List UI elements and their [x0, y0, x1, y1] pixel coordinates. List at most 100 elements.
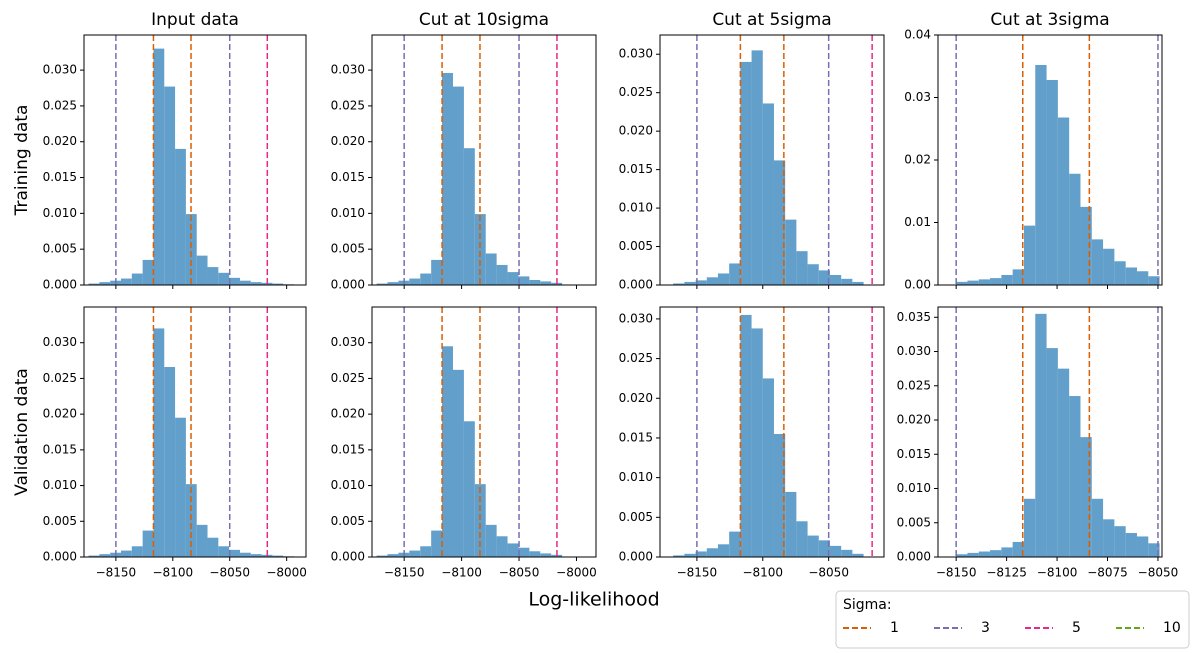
- legend-label: 3: [981, 620, 990, 636]
- y-tick-label: 0.000: [43, 550, 77, 564]
- histogram-bar: [956, 281, 968, 285]
- y-tick-label: 0.025: [331, 98, 365, 112]
- histogram-bar: [463, 148, 475, 285]
- histogram-bar: [229, 549, 240, 557]
- y-tick-label: 0.000: [331, 550, 365, 564]
- histogram-bar: [1001, 547, 1013, 557]
- histogram-bar: [431, 259, 443, 285]
- axes-frame: [937, 306, 1163, 558]
- histogram-bar: [420, 273, 432, 285]
- x-tick-label: −8100: [742, 566, 783, 580]
- histogram-bar: [1069, 173, 1081, 285]
- panel-title: Cut at 10sigma: [419, 10, 549, 30]
- histogram-bar: [785, 491, 797, 557]
- histogram-bar: [218, 546, 230, 557]
- y-tick-label: 0.025: [43, 371, 77, 385]
- x-tick-label: −8150: [936, 566, 977, 580]
- histogram-bar: [529, 551, 541, 557]
- y-tick-label: 0.04: [904, 28, 931, 42]
- y-tick-label: 0.015: [331, 170, 365, 184]
- histogram-bar: [1046, 348, 1058, 557]
- y-tick-label: 0.030: [43, 63, 77, 77]
- histogram-bar: [131, 546, 143, 557]
- histogram-bar: [1114, 261, 1126, 285]
- histogram-bar: [507, 543, 519, 557]
- histogram-bar: [829, 275, 842, 285]
- histogram-bar: [207, 267, 219, 285]
- histogram-bar: [706, 548, 718, 557]
- histogram-bar: [175, 417, 186, 557]
- histogram-bar: [409, 278, 421, 285]
- histogram-bar: [431, 530, 443, 557]
- histogram-bar: [442, 346, 453, 557]
- x-tick-label: −8100: [153, 566, 194, 580]
- y-tick-label: 0.015: [331, 442, 365, 456]
- histogram-bar: [841, 278, 853, 285]
- x-tick-label: −8050: [1138, 566, 1179, 580]
- histogram-bar: [387, 282, 399, 285]
- histogram-bar: [717, 544, 730, 557]
- histogram-bar: [1023, 498, 1036, 557]
- y-tick-label: 0.020: [43, 134, 77, 148]
- histogram-bar: [507, 272, 519, 285]
- histogram-bar: [729, 263, 741, 285]
- histogram-bar: [1012, 269, 1024, 285]
- histogram-bar: [99, 282, 111, 285]
- histogram-bar: [540, 553, 552, 557]
- y-tick-label: 0.020: [331, 134, 365, 148]
- histogram-bar: [164, 367, 176, 557]
- histogram-bar: [164, 86, 176, 285]
- histogram-bar: [142, 259, 154, 285]
- histogram-bar: [740, 61, 752, 285]
- y-tick-label: 0.000: [619, 550, 653, 564]
- histogram-bar: [762, 103, 774, 285]
- histogram-bar: [695, 280, 707, 285]
- x-tick-label: −8100: [1037, 566, 1078, 580]
- histogram-bar: [88, 555, 100, 557]
- histogram-bar: [807, 535, 819, 557]
- histogram-bar: [729, 531, 741, 557]
- legend-label: 10: [1163, 620, 1181, 636]
- y-tick-label: 0.01: [904, 215, 931, 229]
- x-tick-label: −8075: [1087, 566, 1128, 580]
- x-tick-label: −8150: [677, 566, 718, 580]
- histogram-bar: [142, 530, 154, 557]
- histogram-bar: [706, 277, 718, 285]
- histogram-bar: [518, 276, 530, 285]
- histogram-bar: [272, 555, 284, 557]
- histogram-bar: [978, 279, 991, 285]
- histogram-bar: [1046, 80, 1058, 285]
- histogram-bar: [967, 280, 979, 285]
- y-tick-label: 0.020: [619, 124, 653, 138]
- histogram-bar: [841, 549, 853, 557]
- y-tick-label: 0.010: [43, 478, 77, 492]
- y-tick-label: 0.010: [331, 206, 365, 220]
- histogram-bar: [121, 550, 132, 557]
- y-tick-label: 0.025: [43, 98, 77, 112]
- y-tick-label: 0.035: [897, 310, 931, 324]
- histogram-bar: [218, 272, 230, 285]
- histogram-bar: [540, 281, 552, 285]
- y-tick-label: 0.025: [897, 378, 931, 392]
- histogram-bar: [131, 273, 143, 285]
- histogram-bar: [1080, 206, 1092, 285]
- histogram-bar: [485, 524, 497, 557]
- histogram-bar: [485, 253, 497, 285]
- histogram-bar: [99, 554, 111, 557]
- y-tick-label: 0.015: [619, 162, 653, 176]
- histogram-bar: [229, 277, 240, 285]
- histogram-bar: [785, 219, 797, 285]
- y-tick-label: 0.010: [619, 470, 653, 484]
- histogram-bar: [967, 552, 979, 557]
- y-tick-label: 0.005: [43, 514, 77, 528]
- histogram-bar: [1080, 437, 1092, 557]
- axes-frame: [83, 306, 307, 558]
- x-tick-label: −8125: [986, 566, 1027, 580]
- histogram-bar: [207, 537, 219, 557]
- histogram-bar: [751, 328, 763, 557]
- x-tick-label: −8150: [96, 566, 137, 580]
- histogram-bar: [773, 160, 786, 285]
- x-tick-label: −8050: [808, 566, 849, 580]
- axes-frame: [659, 306, 885, 558]
